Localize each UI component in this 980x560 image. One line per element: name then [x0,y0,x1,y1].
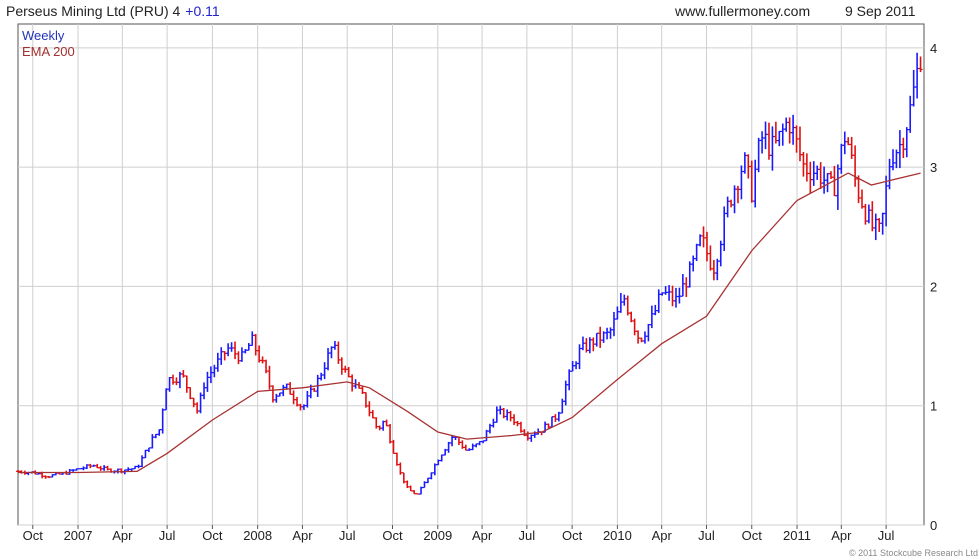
x-tick-label: Oct [742,528,763,543]
copyright-note: © 2011 Stockcube Research Ltd [849,548,978,558]
x-tick-label: Jul [878,528,895,543]
x-tick-label: Jul [339,528,356,543]
x-tick-label: 2009 [423,528,452,543]
legend-ema: EMA 200 [22,44,75,59]
x-tick-label: 2007 [64,528,93,543]
chart-title: Perseus Mining Ltd (PRU) 4 [6,3,181,19]
series-layer [16,52,923,495]
x-tick-label: Oct [562,528,583,543]
x-tick-label: Apr [472,528,493,543]
x-tick-label: Apr [112,528,133,543]
grid [18,24,924,526]
series-weekly [16,52,923,495]
price-change: +0.11 [185,3,220,19]
x-tick-label: Apr [831,528,852,543]
x-tick-label: 2008 [243,528,272,543]
y-tick-label: 1 [930,399,937,414]
x-tick-label: Jul [159,528,176,543]
legend-weekly: Weekly [22,28,65,43]
x-tick-label: 2010 [603,528,632,543]
axes: 0 1 2 3 4 Oct 2007 Apr Jul Oct 2008 Apr Jul Oct 2009 Ap… [23,41,938,543]
chart-date: 9 Sep 2011 [845,3,916,19]
x-tick-label: Jul [519,528,536,543]
y-tick-label: 0 [930,518,937,533]
y-tick-label: 3 [930,160,937,175]
x-tick-label: Oct [382,528,403,543]
y-tick-label: 4 [930,41,937,56]
series-ema-200 [18,172,921,474]
x-tick-label: Apr [652,528,673,543]
plot-area [17,23,925,526]
source-link[interactable]: www.fullermoney.com [674,3,810,19]
y-tick-label: 2 [930,279,937,294]
x-tick-label: Apr [292,528,313,543]
weekly-bar [918,56,923,73]
x-tick-label: Jul [698,528,715,543]
x-tick-label: 2011 [783,528,811,543]
x-tick-label: Oct [23,528,44,543]
x-tick-label: Oct [202,528,223,543]
